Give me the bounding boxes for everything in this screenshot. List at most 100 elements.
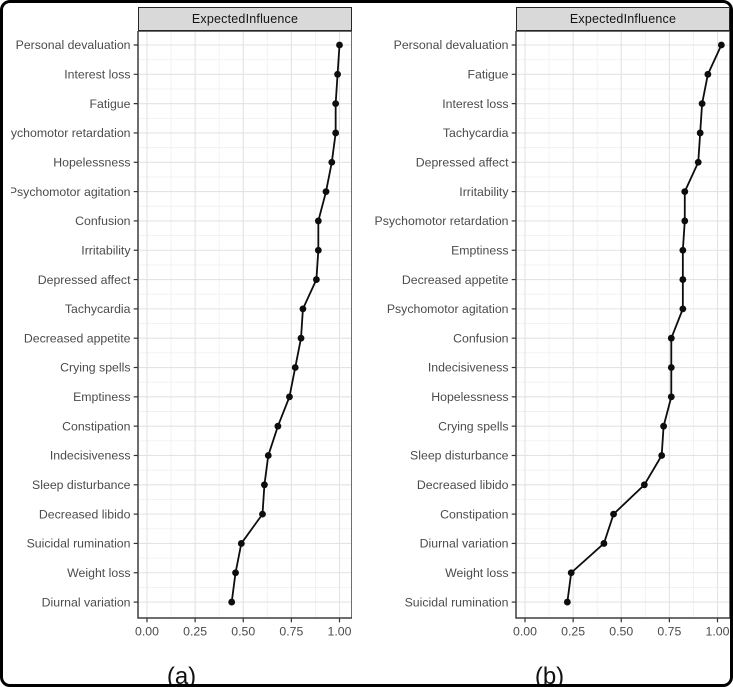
- data-point: [698, 100, 706, 108]
- data-point: [640, 481, 648, 489]
- y-axis-label: Crying spells: [60, 361, 130, 375]
- data-point: [313, 276, 320, 283]
- data-point: [667, 393, 675, 401]
- data-point: [334, 70, 341, 78]
- data-point: [237, 540, 245, 547]
- x-axis-label: 0.00: [513, 625, 537, 639]
- y-axis-label: Suicidal rumination: [405, 595, 509, 609]
- facet-strip: ExpectedInfluence: [138, 7, 352, 31]
- x-axis-label: 0.50: [609, 625, 633, 639]
- data-point: [660, 422, 667, 430]
- y-axis-label: Psychomotor agitation: [11, 185, 131, 199]
- data-point: [681, 217, 689, 225]
- y-axis-label: Diurnal variation: [420, 537, 509, 551]
- data-point: [336, 41, 343, 49]
- data-point: [264, 452, 272, 459]
- y-axis-label: Weight loss: [445, 566, 508, 580]
- chart-svg: Personal devaluation Interest loss Fatigue…: [3, 30, 353, 639]
- series-line: [566, 44, 723, 603]
- centrality-chart-a: Personal devaluation Interest loss Fatigue…: [3, 30, 353, 654]
- y-axis-label: Emptiness: [73, 390, 130, 404]
- x-axis-label: 0.25: [561, 625, 585, 639]
- data-point: [667, 334, 675, 342]
- data-point: [332, 129, 340, 137]
- facet-strip: ExpectedInfluence: [516, 7, 730, 31]
- x-axis-label: 0.50: [231, 625, 255, 639]
- data-point: [658, 452, 666, 459]
- facet-panel-a: ExpectedInfluence Personal devaluation In…: [3, 7, 353, 687]
- y-axis-label: Weight loss: [67, 566, 130, 580]
- data-point: [297, 334, 305, 342]
- panel-caption-a: (a): [166, 663, 197, 687]
- x-axis-label: 1.00: [706, 625, 730, 639]
- y-axis-label: Psychomotor agitation: [387, 302, 509, 316]
- data-point: [259, 510, 266, 518]
- data-point: [704, 70, 712, 78]
- y-axis-label: Emptiness: [451, 243, 508, 257]
- data-point: [314, 217, 322, 225]
- y-axis-label: Hopelessness: [53, 155, 130, 169]
- series-line: [230, 44, 341, 603]
- y-axis-label: Suicidal rumination: [27, 537, 131, 551]
- data-point: [679, 276, 687, 283]
- y-axis-label: Decreased libido: [417, 478, 509, 492]
- data-point: [681, 188, 689, 196]
- y-axis-label: Decreased appetite: [402, 273, 509, 287]
- x-axis-label: 0.00: [135, 625, 159, 639]
- y-axis-label: Indecisiveness: [428, 361, 509, 375]
- data-point: [610, 510, 617, 518]
- y-axis-label: Sleep disturbance: [410, 449, 509, 463]
- y-axis-label: Tachycardia: [443, 126, 509, 140]
- y-axis-label: Crying spells: [438, 419, 508, 433]
- data-point: [228, 598, 236, 606]
- data-point: [322, 188, 330, 196]
- y-axis-label: Fatigue: [89, 97, 130, 111]
- data-point: [567, 569, 575, 577]
- panel-border: [515, 30, 730, 619]
- y-axis-label: Personal devaluation: [394, 38, 509, 52]
- y-axis-label: Irritability: [81, 243, 131, 257]
- panel-caption-b: (b): [534, 663, 565, 687]
- y-axis-label: Psychomotor retardation: [11, 126, 131, 140]
- x-axis-label: 0.25: [183, 625, 207, 639]
- chart-svg: Personal devaluation Fatigue Interest loss…: [375, 30, 730, 639]
- y-axis-label: Decreased appetite: [24, 331, 131, 345]
- data-point: [679, 305, 687, 313]
- data-point: [286, 393, 293, 401]
- panel-background: [138, 31, 352, 618]
- data-point: [717, 41, 725, 49]
- facet-panel-b: ExpectedInfluence Personal devaluation Fa…: [369, 7, 730, 687]
- y-axis-label: Personal devaluation: [16, 38, 131, 52]
- data-point: [314, 246, 322, 254]
- x-axis-label: 0.75: [657, 625, 681, 639]
- data-point: [291, 364, 299, 371]
- y-axis-label: Hopelessness: [431, 390, 508, 404]
- y-axis-label: Confusion: [453, 331, 509, 345]
- y-axis-label: Irritability: [459, 185, 509, 199]
- x-axis-label: 0.75: [279, 625, 303, 639]
- y-axis-label: Interest loss: [442, 97, 508, 111]
- y-axis-label: Indecisiveness: [50, 449, 131, 463]
- y-axis-label: Psychomotor retardation: [375, 214, 509, 228]
- data-point: [261, 481, 268, 489]
- centrality-chart-b: Personal devaluation Fatigue Interest loss…: [369, 30, 730, 654]
- data-point: [667, 364, 675, 371]
- y-axis-label: Interest loss: [64, 68, 130, 82]
- data-point: [694, 158, 702, 166]
- y-axis-label: Depressed affect: [416, 155, 509, 169]
- y-axis-label: Sleep disturbance: [32, 478, 131, 492]
- panel-background: [516, 31, 730, 618]
- y-axis-label: Constipation: [440, 507, 509, 521]
- y-axis-label: Fatigue: [467, 68, 508, 82]
- data-point: [563, 598, 571, 606]
- y-axis-label: Tachycardia: [65, 302, 131, 316]
- x-axis-label: 1.00: [328, 625, 352, 639]
- y-axis-label: Constipation: [62, 419, 131, 433]
- data-point: [299, 305, 307, 313]
- data-point: [328, 158, 336, 166]
- y-axis-label: Diurnal variation: [42, 595, 131, 609]
- y-axis-label: Confusion: [75, 214, 131, 228]
- y-axis-label: Decreased libido: [39, 507, 131, 521]
- data-point: [332, 100, 340, 108]
